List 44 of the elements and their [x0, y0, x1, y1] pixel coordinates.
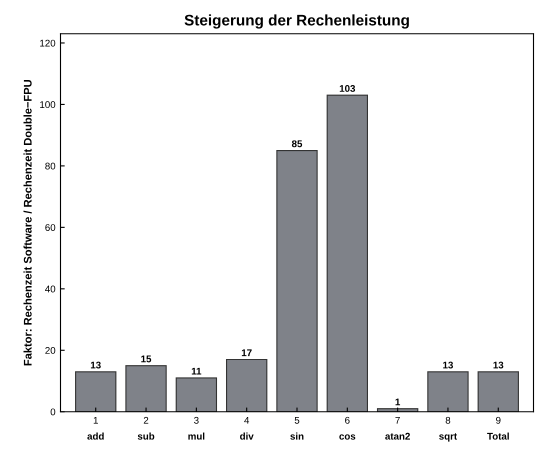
text: div	[240, 432, 254, 440]
data-label: 17	[242, 349, 252, 356]
x-tick-label: 4	[244, 416, 250, 424]
text: sin	[290, 432, 304, 440]
y-tick-label: 80	[45, 162, 56, 170]
x-tick-label: 8	[446, 416, 450, 424]
y-tick-label: 100	[40, 101, 56, 108]
x-tick-label: 3	[194, 416, 199, 424]
text: sqrt	[439, 433, 458, 442]
data-label: 103	[340, 85, 356, 92]
bar	[326, 94, 368, 412]
data-label: 1	[396, 398, 400, 406]
text: add	[87, 432, 104, 440]
y-axis-title: Faktor: Rechenzeit Software / Rechenzeit Double−FPU	[24, 80, 32, 366]
text: Total	[487, 432, 509, 440]
x-tick-label: 1	[94, 416, 98, 424]
data-label: 13	[443, 362, 454, 368]
bar	[226, 358, 268, 412]
data-label: 15	[141, 356, 152, 362]
x-tick-label: 9	[496, 416, 501, 424]
bar	[478, 371, 519, 412]
chart-title: Steigerung der Rechenleistung	[184, 14, 409, 29]
data-label: 11	[192, 368, 202, 375]
y-tick-label: 60	[45, 224, 56, 231]
y-tick-label: 120	[40, 40, 56, 47]
bar	[75, 371, 116, 412]
y-tick-label: 20	[45, 347, 56, 354]
data-label: 13	[493, 362, 504, 368]
bar	[176, 377, 218, 412]
bar	[276, 150, 318, 412]
x-tick-label: 6	[345, 416, 350, 424]
bar	[125, 365, 167, 412]
x-tick-label: 5	[294, 416, 300, 424]
text: atan2	[385, 432, 410, 440]
x-tick-label: 7	[395, 416, 400, 424]
bar	[427, 371, 469, 412]
y-tick-label: 0	[50, 408, 56, 416]
y-tick-label: 40	[45, 286, 56, 292]
text: sub	[138, 432, 154, 440]
x-tick-label: 2	[144, 416, 148, 424]
text: cos	[339, 434, 356, 440]
data-label: 85	[292, 140, 302, 148]
text: mul	[188, 432, 204, 440]
data-label: 13	[90, 362, 101, 368]
